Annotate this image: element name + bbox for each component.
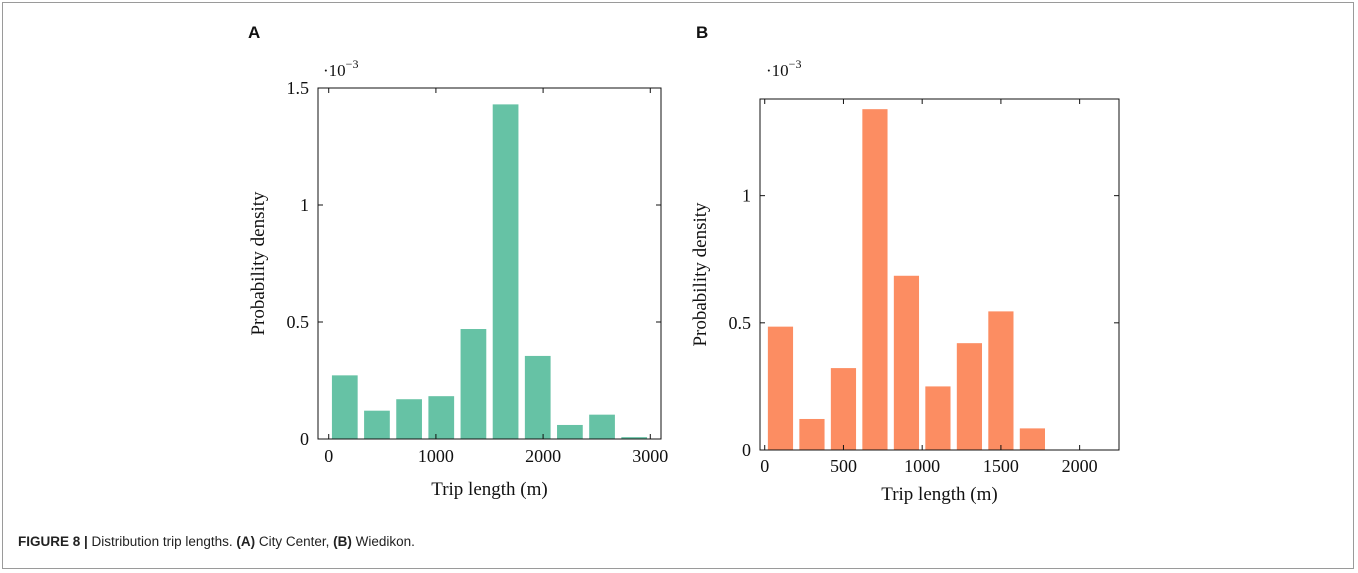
x-axis-label: Trip length (m)	[431, 479, 547, 500]
bar	[799, 418, 825, 450]
figure-caption: FIGURE 8 | Distribution trip lengths. (A…	[18, 534, 415, 549]
bar	[862, 109, 888, 450]
y-scale-label: ·10−3	[766, 57, 801, 80]
y-tick-label: 0	[742, 440, 751, 460]
bar	[492, 104, 519, 439]
x-tick-label: 500	[830, 456, 857, 476]
bar	[460, 329, 487, 439]
plot-frame	[759, 98, 1120, 451]
x-tick-label: 0	[324, 446, 333, 466]
bar	[364, 410, 390, 439]
caption-b-text: Wiedikon.	[351, 534, 415, 549]
caption-figure-label: FIGURE 8 |	[18, 534, 88, 549]
caption-a-text: City Center,	[255, 534, 334, 549]
y-scale-label: ·10−3	[323, 57, 358, 80]
bar	[621, 437, 648, 439]
y-tick-label: 0.5	[287, 312, 310, 332]
caption-b-label: (B)	[333, 534, 352, 549]
panel-letter: B	[696, 23, 708, 42]
bar	[1019, 428, 1045, 450]
x-tick-label: 2000	[525, 446, 561, 466]
x-tick-label: 2000	[1062, 456, 1098, 476]
y-axis-label: Probability density	[248, 191, 269, 336]
y-tick-label: 1	[742, 186, 751, 206]
y-tick-label: 1	[300, 195, 309, 215]
y-tick-label: 1.5	[287, 78, 310, 98]
panel-letter: A	[248, 23, 260, 42]
x-tick-label: 3000	[632, 446, 668, 466]
y-tick-label: 0.5	[729, 313, 752, 333]
bar	[956, 343, 983, 450]
bar	[988, 311, 1014, 450]
chart-panel-a: A ·10−3 0 0.5 1 1.5 0 1000 2000 3000 Trip length (…	[248, 23, 668, 500]
plot-frame	[317, 87, 662, 440]
bar	[428, 396, 455, 439]
y-tick-label: 0	[300, 429, 309, 449]
x-tick-label: 1000	[904, 456, 940, 476]
bar	[830, 368, 857, 450]
bar	[925, 386, 951, 450]
y-scale-exponent: −3	[789, 57, 802, 71]
bar	[557, 424, 583, 439]
y-axis-label: Probability density	[690, 202, 711, 347]
x-tick-label: 1000	[418, 446, 454, 466]
bar	[331, 375, 358, 439]
bar	[589, 414, 615, 439]
x-tick-label: 1500	[983, 456, 1019, 476]
bar	[893, 275, 920, 450]
bar	[767, 326, 794, 450]
caption-a-label: (A)	[236, 534, 256, 549]
bar	[524, 355, 551, 439]
caption-text: Distribution trip lengths.	[87, 534, 237, 549]
bar	[396, 399, 422, 439]
x-axis-label: Trip length (m)	[881, 484, 997, 505]
y-scale-exponent: −3	[346, 57, 359, 71]
chart-panel-b: B ·10−3 0 0.5 1 0 500 1000 1500 2000 Trip length (…	[690, 23, 1120, 505]
x-tick-label: 0	[760, 456, 769, 476]
